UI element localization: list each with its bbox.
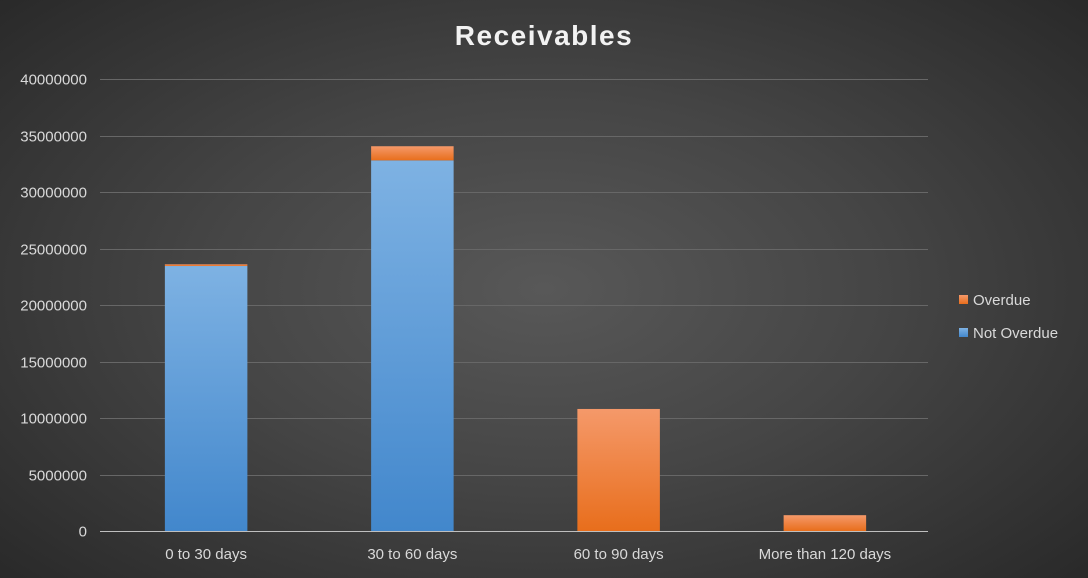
bar-not-overdue-30-to-60-days	[371, 160, 454, 532]
x-tick-label: 30 to 60 days	[367, 546, 457, 563]
x-tick-label: More than 120 days	[759, 546, 892, 563]
bar-overdue-60-to-90-days	[577, 408, 660, 531]
chart-title: Receivables	[455, 20, 633, 51]
bar-overdue-0-to-30-days	[164, 264, 248, 267]
x-tick-label: 0 to 30 days	[165, 546, 247, 563]
bar-overdue-more-than-120-days	[783, 515, 867, 531]
y-tick-label: 25000000	[20, 242, 87, 259]
bar-overdue-30-to-60-days	[371, 146, 454, 161]
x-tick-label: 60 to 90 days	[574, 546, 664, 563]
y-tick-label: 15000000	[20, 355, 87, 372]
y-axis: 0 5000000 10000000 15000000 20000000 25000000…	[20, 72, 87, 541]
y-tick-label: 20000000	[20, 298, 87, 315]
legend: Overdue Not Overdue	[959, 292, 1058, 342]
y-tick-label: 40000000	[20, 72, 87, 89]
bar-not-overdue-0-to-30-days	[164, 266, 248, 531]
x-axis: 0 to 30 days 30 to 60 days 60 to 90 days Mo…	[165, 546, 891, 563]
legend-swatch-overdue	[959, 295, 968, 304]
y-tick-label: 30000000	[20, 185, 87, 202]
legend-label: Not Overdue	[973, 325, 1058, 342]
legend-swatch-not-overdue	[959, 328, 968, 337]
y-tick-label: 0	[79, 524, 87, 541]
y-tick-label: 35000000	[20, 129, 87, 146]
y-tick-label: 10000000	[20, 411, 87, 428]
bars	[164, 146, 867, 532]
legend-label: Overdue	[973, 292, 1031, 309]
y-tick-label: 5000000	[29, 468, 87, 485]
